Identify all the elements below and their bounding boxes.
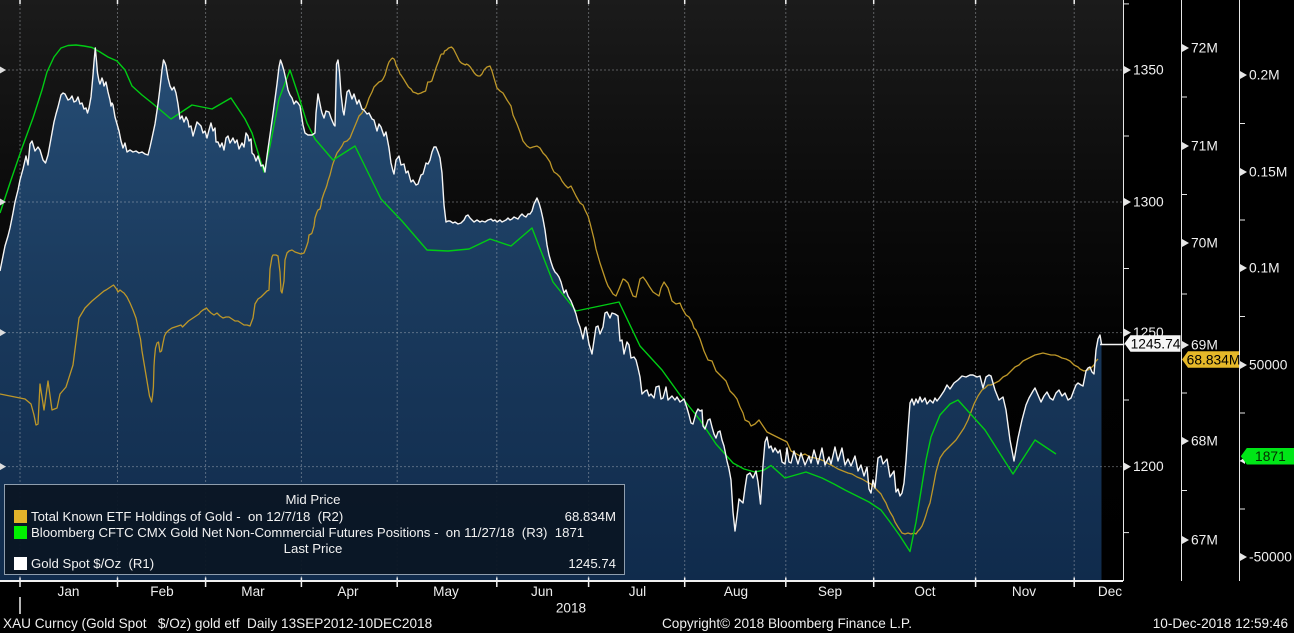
svg-text:Sep: Sep bbox=[818, 584, 842, 599]
svg-text:Aug: Aug bbox=[724, 584, 748, 599]
svg-text:Copyright© 2018 Bloomberg Fina: Copyright© 2018 Bloomberg Finance L.P. bbox=[662, 616, 912, 631]
svg-text:Jan: Jan bbox=[58, 584, 80, 599]
svg-text:70M: 70M bbox=[1191, 236, 1218, 251]
svg-text:68.834M: 68.834M bbox=[565, 509, 616, 524]
svg-text:1350: 1350 bbox=[1133, 63, 1164, 78]
svg-text:Last Price: Last Price bbox=[284, 541, 343, 556]
svg-text:May: May bbox=[433, 584, 459, 599]
svg-text:68M: 68M bbox=[1191, 434, 1218, 449]
svg-text:1245.74: 1245.74 bbox=[1131, 336, 1181, 351]
svg-text:-50000: -50000 bbox=[1249, 550, 1292, 565]
svg-text:1871: 1871 bbox=[1255, 449, 1286, 464]
svg-text:10-Dec-2018 12:59:46: 10-Dec-2018 12:59:46 bbox=[1153, 616, 1288, 631]
svg-text:1245.74: 1245.74 bbox=[568, 556, 616, 571]
svg-text:Gold Spot $/Oz (R1): Gold Spot $/Oz (R1) bbox=[31, 556, 154, 571]
svg-text:Bloomberg CFTC CMX Gold Net No: Bloomberg CFTC CMX Gold Net Non-Commerci… bbox=[31, 525, 584, 540]
svg-text:Dec: Dec bbox=[1098, 584, 1122, 599]
svg-text:XAU Curncy (Gold Spot $/Oz): XAU Curncy (Gold Spot $/Oz) gold etf Dai… bbox=[3, 616, 432, 631]
svg-text:71M: 71M bbox=[1191, 139, 1218, 154]
svg-text:68.834M: 68.834M bbox=[1187, 352, 1241, 367]
svg-text:Feb: Feb bbox=[150, 584, 173, 599]
svg-text:1300: 1300 bbox=[1133, 195, 1164, 210]
svg-text:Nov: Nov bbox=[1012, 584, 1036, 599]
svg-text:72M: 72M bbox=[1191, 41, 1218, 56]
svg-text:69M: 69M bbox=[1191, 338, 1218, 353]
svg-text:Jul: Jul bbox=[629, 584, 646, 599]
svg-text:Mar: Mar bbox=[241, 584, 265, 599]
svg-text:1200: 1200 bbox=[1133, 459, 1164, 474]
svg-text:Mid Price: Mid Price bbox=[286, 492, 341, 507]
svg-text:Jun: Jun bbox=[531, 584, 553, 599]
svg-text:Apr: Apr bbox=[337, 584, 359, 599]
svg-text:0.15M: 0.15M bbox=[1249, 165, 1287, 180]
svg-text:Total Known ETF Holdings of Go: Total Known ETF Holdings of Gold - on 12… bbox=[31, 509, 343, 524]
svg-text:0.2M: 0.2M bbox=[1249, 68, 1280, 83]
svg-text:2018: 2018 bbox=[556, 601, 586, 616]
svg-text:67M: 67M bbox=[1191, 533, 1218, 548]
svg-text:50000: 50000 bbox=[1249, 358, 1288, 373]
svg-text:Oct: Oct bbox=[914, 584, 935, 599]
svg-text:0.1M: 0.1M bbox=[1249, 261, 1280, 276]
